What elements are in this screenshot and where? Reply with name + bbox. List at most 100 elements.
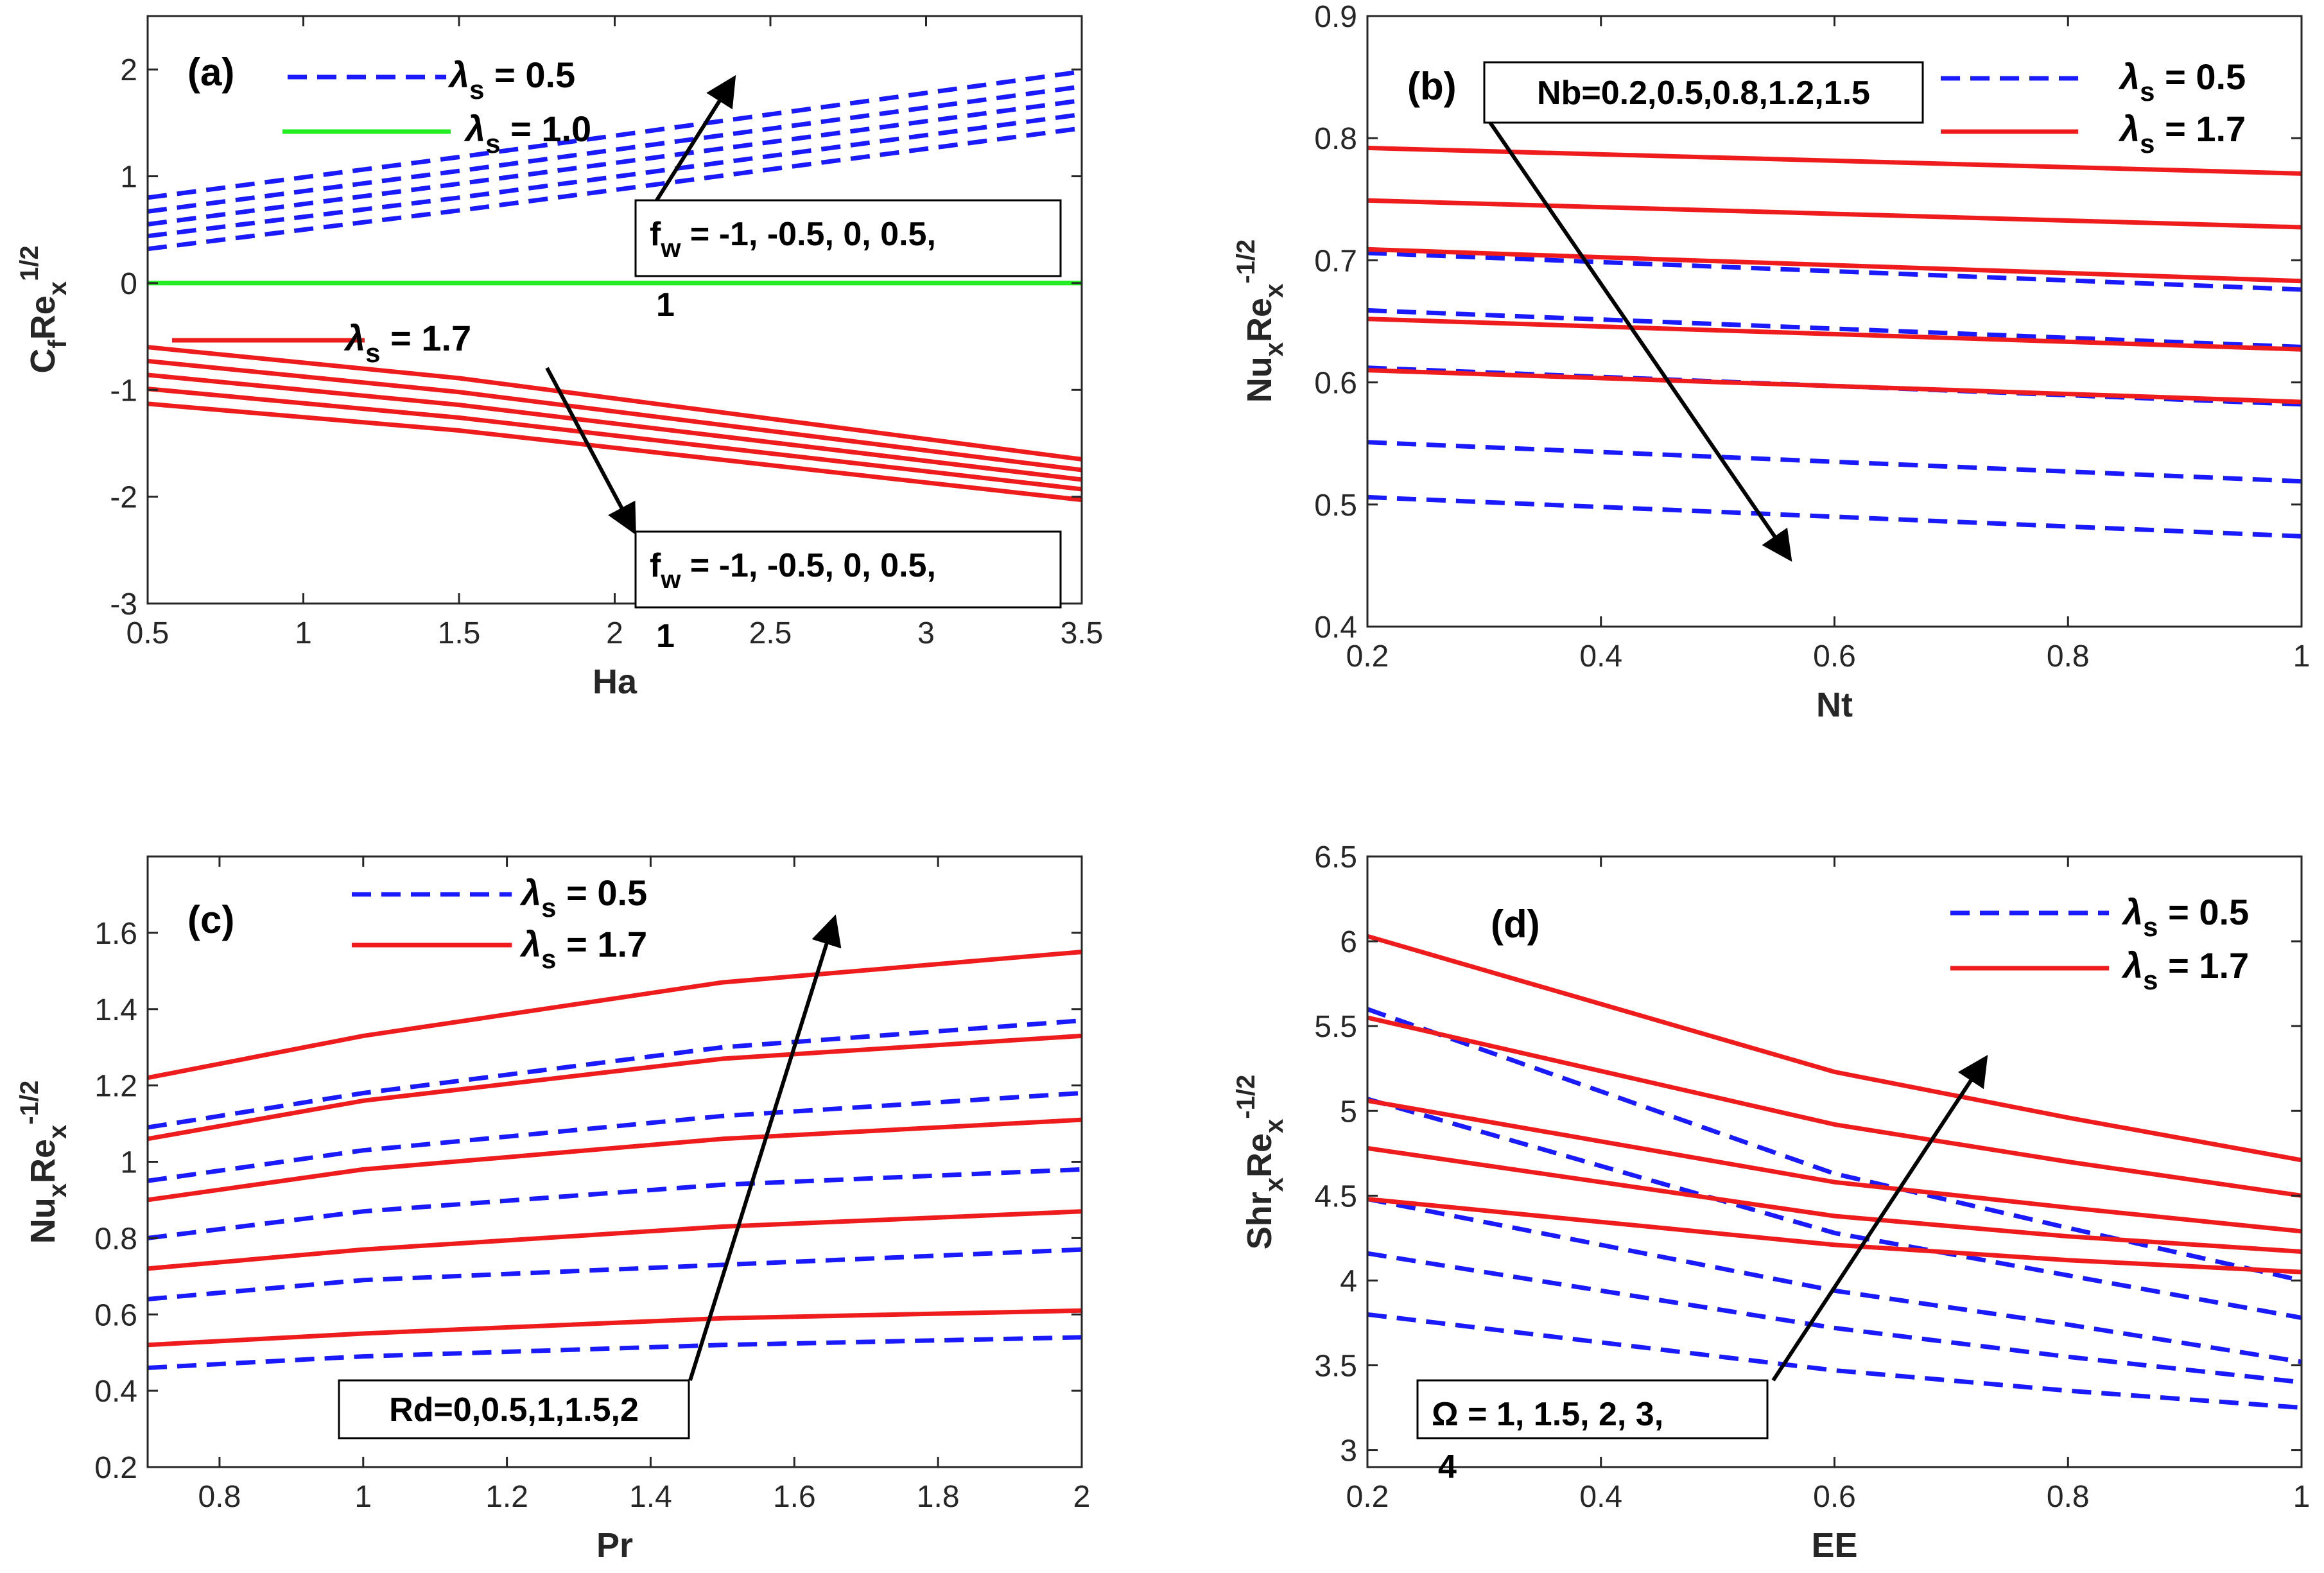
x-tick-label: 0.8 bbox=[2047, 1480, 2090, 1514]
panel-tag: (b) bbox=[1407, 65, 1457, 108]
x-tick-label: 0.2 bbox=[1346, 1480, 1389, 1514]
series-line-7 bbox=[147, 1117, 1082, 1203]
y-tick-label: 2 bbox=[120, 53, 137, 87]
x-tick-label: 1 bbox=[295, 616, 312, 650]
text-part: f bbox=[650, 547, 661, 584]
panel-c: 0.8 1 1.2 1.4 1.6 1.8 2 0.2 0.4 0.6 0.8 1 1.2 1.4 1.6 P… bbox=[15, 855, 1090, 1565]
series-line-1 bbox=[1367, 1251, 2302, 1385]
y-tick-label: 0.4 bbox=[94, 1375, 137, 1409]
text-part: = 0.5 bbox=[2158, 892, 2250, 932]
y-axis-label: NuxRex-1/2 bbox=[1232, 239, 1288, 403]
x-tick-label: 3.5 bbox=[1061, 616, 1104, 650]
legend-label: λs = 0.5 bbox=[447, 55, 575, 105]
annotation-text: fw = -1, -0.5, 0, 0.5, bbox=[650, 216, 936, 263]
text-part: λ bbox=[447, 55, 469, 95]
series-line-8 bbox=[147, 372, 1082, 482]
legend-label: λs = 1.7 bbox=[343, 318, 471, 368]
series-line-4 bbox=[147, 69, 1082, 200]
series-line-0 bbox=[147, 126, 1082, 252]
text-part: Nu bbox=[1240, 356, 1279, 403]
text-part: = 1.7 bbox=[2155, 109, 2246, 149]
annotation-text-line2: 4 bbox=[1438, 1448, 1457, 1486]
legend-label: λs = 1.7 bbox=[2118, 109, 2246, 159]
y-tick-label: -2 bbox=[110, 481, 137, 515]
y-tick-label: 3 bbox=[1340, 1434, 1357, 1468]
text-part: Re bbox=[1240, 298, 1279, 342]
series-line-6 bbox=[147, 1209, 1082, 1271]
y-tick-label: 1.2 bbox=[94, 1070, 137, 1104]
y-tick-label: 0 bbox=[120, 267, 137, 301]
x-tick-label: 1.8 bbox=[917, 1480, 960, 1514]
text-part: f bbox=[44, 340, 72, 349]
x-tick-label: 0.6 bbox=[1813, 1480, 1856, 1514]
series-line-6 bbox=[1367, 198, 2302, 230]
y-tick-label: -1 bbox=[110, 374, 137, 408]
x-axis-label: Ha bbox=[593, 663, 637, 701]
text-part: x bbox=[44, 281, 72, 295]
x-tick-label: 2.5 bbox=[749, 616, 792, 650]
text-part: Nu bbox=[24, 1197, 62, 1244]
y-tick-label: 5.5 bbox=[1314, 1010, 1357, 1044]
text-part: s bbox=[485, 128, 500, 159]
annotation-arrow bbox=[688, 914, 842, 1381]
text-part: x bbox=[1260, 1178, 1288, 1192]
text-part: s bbox=[2143, 912, 2158, 942]
x-tick-label: 0.5 bbox=[126, 616, 169, 650]
annotation-text: Ω = 1, 1.5, 2, 3, bbox=[1432, 1396, 1663, 1433]
text-part: -1/2 bbox=[1232, 239, 1260, 284]
text-part: s bbox=[541, 892, 556, 923]
text-part: λ bbox=[519, 873, 541, 913]
series-line-8 bbox=[1367, 1015, 2302, 1198]
text-part: f bbox=[650, 216, 661, 253]
series-line-1 bbox=[147, 1247, 1082, 1301]
x-tick-label: 2 bbox=[606, 616, 623, 650]
x-tick-label: 0.2 bbox=[1346, 639, 1389, 674]
series-line-3 bbox=[147, 84, 1082, 214]
text-part: = 1.7 bbox=[381, 318, 472, 358]
x-tick-label: 0.8 bbox=[2047, 639, 2090, 674]
annotation-arrow bbox=[545, 367, 636, 535]
series-line-6 bbox=[147, 345, 1082, 462]
annotation-box bbox=[634, 530, 1062, 609]
text-part: = 0.5 bbox=[557, 873, 648, 913]
y-tick-label: 4 bbox=[1340, 1264, 1357, 1298]
text-part: Re bbox=[1240, 1133, 1279, 1178]
annotation-box bbox=[1416, 1379, 1769, 1439]
text-part: λ bbox=[343, 318, 365, 358]
text-part: s bbox=[365, 338, 380, 368]
series-line-7 bbox=[147, 358, 1082, 473]
x-tick-label: 1.5 bbox=[438, 616, 481, 650]
series-line-4 bbox=[1366, 1007, 2302, 1283]
text-part: x bbox=[1260, 1119, 1288, 1133]
y-tick-label: 6 bbox=[1340, 925, 1357, 959]
text-part: x bbox=[1260, 284, 1288, 298]
text-part: C bbox=[24, 349, 62, 374]
series-line-8 bbox=[1367, 317, 2302, 352]
x-axis-label: Nt bbox=[1816, 686, 1853, 724]
y-tick-label: 1 bbox=[120, 1146, 137, 1180]
text-part: = 1.0 bbox=[501, 109, 592, 149]
annotation-text-line2: 1 bbox=[656, 618, 675, 655]
annotation-arrow bbox=[1771, 1054, 1988, 1382]
series-line-1 bbox=[1367, 308, 2302, 349]
series-line-9 bbox=[147, 950, 1082, 1081]
text-part: x bbox=[1260, 342, 1288, 356]
text-part: = 0.5 bbox=[2155, 56, 2246, 97]
x-tick-label: 0.4 bbox=[1579, 1480, 1622, 1514]
series-line-4 bbox=[147, 1018, 1082, 1130]
x-tick-label: 3 bbox=[917, 616, 935, 650]
text-part: = -1, -0.5, 0, 0.5, bbox=[681, 547, 935, 584]
y-tick-label: 4.5 bbox=[1314, 1179, 1357, 1213]
annotation-text-line2: 1 bbox=[656, 286, 675, 324]
text-part: λ bbox=[2121, 892, 2143, 932]
y-tick-label: 3.5 bbox=[1314, 1350, 1357, 1384]
y-tick-label: 6.5 bbox=[1314, 840, 1357, 874]
text-part: = -1, -0.5, 0, 0.5, bbox=[681, 216, 935, 253]
series-group bbox=[1366, 934, 2302, 1410]
y-tick-label: 1.4 bbox=[94, 993, 137, 1027]
series-line-9 bbox=[1367, 934, 2302, 1163]
series-line-5 bbox=[1367, 145, 2302, 176]
x-tick-label: 0.6 bbox=[1813, 639, 1856, 674]
legend-label: λs = 1.7 bbox=[519, 924, 647, 974]
